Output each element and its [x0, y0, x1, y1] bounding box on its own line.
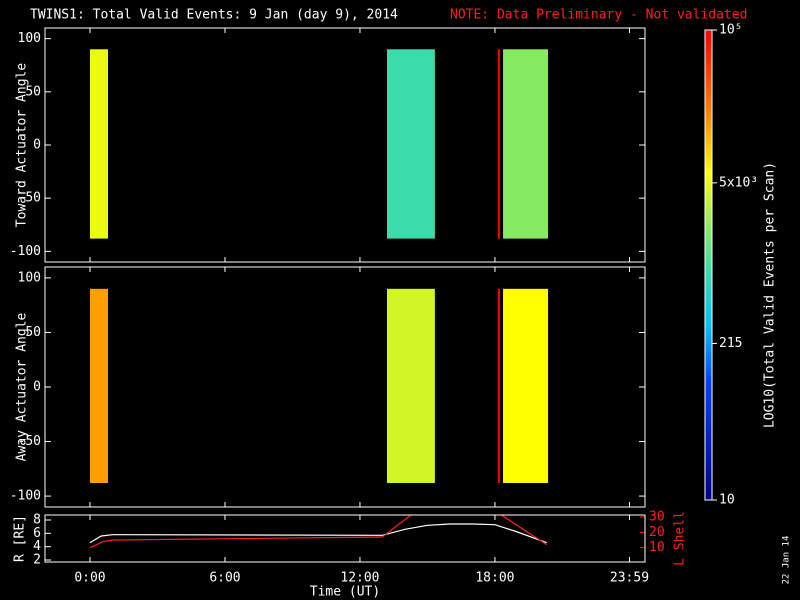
heatmap-block — [89, 288, 108, 483]
y-tick-label: -100 — [10, 244, 41, 259]
y-tick-label: -50 — [18, 191, 41, 206]
y2-tick-label: 30 — [649, 509, 665, 524]
plot-frame — [44, 266, 646, 508]
x-tick-label: 23:59 — [610, 571, 649, 586]
plot-frame — [44, 514, 646, 563]
heatmap-block — [497, 49, 500, 239]
y-axis-label: R [RE] — [13, 515, 28, 562]
y-tick-label: 0 — [33, 380, 41, 395]
x-axis-label: Time (UT) — [310, 585, 380, 600]
x-tick-label: 0:00 — [74, 571, 105, 586]
colorbar — [704, 29, 713, 501]
chart-title: TWINS1: Total Valid Events: 9 Jan (day 9… — [30, 8, 398, 23]
y2-tick-label: 10 — [649, 540, 665, 555]
y-tick-label: -100 — [10, 489, 41, 504]
note: NOTE: Data Preliminary - Not validated — [450, 8, 747, 23]
date-stamp: 22 Jan 14 — [782, 536, 792, 585]
y-axis-label: Toward Actuator Angle — [15, 63, 30, 228]
y-tick-label: -50 — [18, 434, 41, 449]
y-tick-label: 2 — [33, 553, 41, 568]
y-tick-label: 6 — [33, 526, 41, 541]
colorbar-tick-label: 5x10³ — [719, 175, 758, 190]
colorbar-tick-label: 10⁵ — [719, 23, 742, 38]
y-tick-label: 0 — [33, 138, 41, 153]
colorbar-tick-label: 10 — [719, 493, 735, 508]
colorbar-label: LOG10(Total Valid Events per Scan) — [763, 162, 778, 428]
heatmap-block — [386, 288, 435, 483]
y-tick-label: 50 — [25, 325, 41, 340]
y-tick-label: 8 — [33, 513, 41, 528]
line — [89, 523, 547, 544]
y-tick-label: 50 — [25, 84, 41, 99]
x-tick-label: 6:00 — [209, 571, 240, 586]
heatmap-block — [503, 288, 549, 483]
y2-tick-label: 20 — [649, 525, 665, 540]
y-tick-label: 100 — [18, 31, 41, 46]
line — [89, 515, 548, 549]
y-tick-label: 100 — [18, 270, 41, 285]
y-tick-label: 4 — [33, 539, 41, 554]
heatmap-block — [386, 49, 435, 239]
y-axis-label: Away Actuator Angle — [15, 312, 30, 461]
y2-axis-label: L Shell — [673, 511, 688, 566]
heatmap-block — [89, 49, 108, 239]
x-tick-label: 18:00 — [475, 571, 514, 586]
heatmap-block — [497, 288, 500, 483]
heatmap-block — [503, 49, 549, 239]
x-tick-label: 12:00 — [340, 571, 379, 586]
plot-frame — [44, 27, 646, 263]
colorbar-tick-label: 215 — [719, 336, 742, 351]
